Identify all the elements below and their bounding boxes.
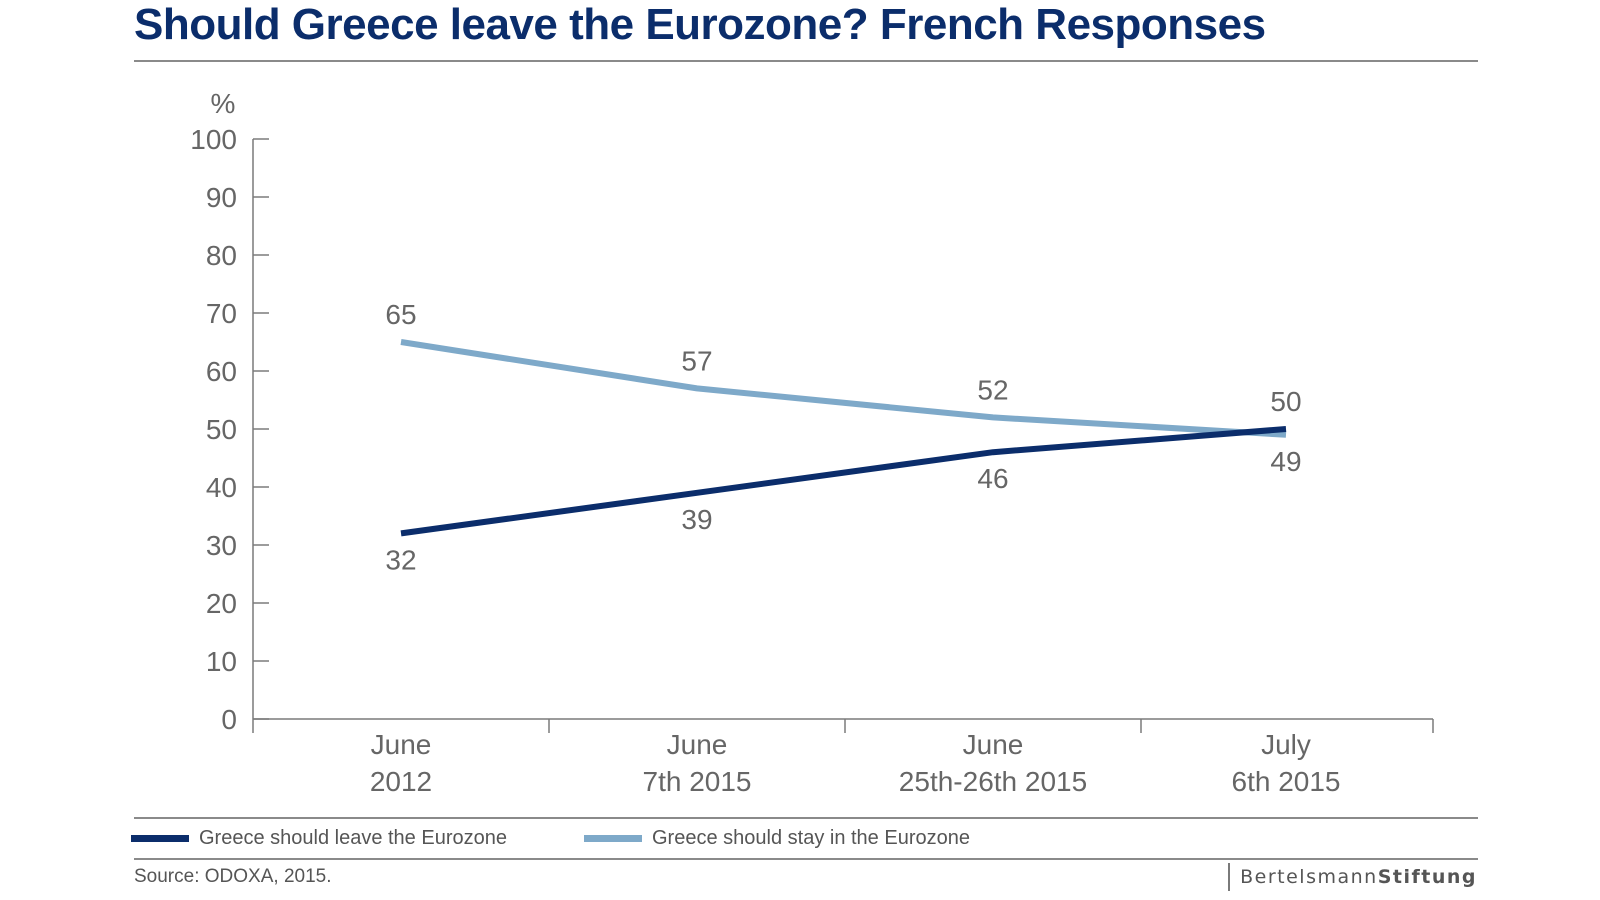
y-tick-label-100: 100 bbox=[190, 124, 237, 155]
brand-part1: Bertelsmann bbox=[1240, 866, 1378, 888]
x-tick-label-3-line1: July bbox=[1261, 729, 1311, 760]
series-line-stay bbox=[400, 339, 1287, 438]
x-tick-label-0-line2: 2012 bbox=[370, 766, 432, 797]
y-tick-label-80: 80 bbox=[206, 240, 237, 271]
x-tick-label-3-line2: 6th 2015 bbox=[1232, 766, 1341, 797]
y-tick-label-70: 70 bbox=[206, 298, 237, 329]
legend-divider-top bbox=[134, 817, 1478, 819]
data-label-stay-1: 57 bbox=[681, 345, 712, 376]
y-tick-label-60: 60 bbox=[206, 356, 237, 387]
line-chart: 0 10 20 30 40 50 60 70 80 90 100% June 2012 June 7th 2… bbox=[190, 88, 1434, 797]
data-label-stay-0: 65 bbox=[385, 299, 416, 330]
source-note: Source: ODOXA, 2015. bbox=[134, 866, 332, 887]
y-axis-unit-label: % bbox=[211, 88, 236, 119]
legend-divider-bottom bbox=[134, 858, 1478, 860]
x-tick-label-1-line2: 7th 2015 bbox=[643, 766, 752, 797]
data-label-leave-0: 32 bbox=[385, 544, 416, 575]
y-tick-label-20: 20 bbox=[206, 588, 237, 619]
x-tick-label-2-line2: 25th-26th 2015 bbox=[899, 766, 1087, 797]
x-tick-label-2-line1: June bbox=[963, 729, 1024, 760]
y-tick-label-90: 90 bbox=[206, 182, 237, 213]
data-label-leave-1: 39 bbox=[681, 504, 712, 535]
data-label-stay-2: 52 bbox=[977, 374, 1008, 405]
legend-label-stay: Greece should stay in the Eurozone bbox=[652, 826, 970, 849]
y-tick-label-50: 50 bbox=[206, 414, 237, 445]
data-label-stay-3: 49 bbox=[1270, 446, 1301, 477]
y-tick-label-10: 10 bbox=[206, 646, 237, 677]
data-label-leave-2: 46 bbox=[977, 463, 1008, 494]
x-tick-label-1-line1: June bbox=[667, 729, 728, 760]
legend-item-stay: Greece should stay in the Eurozone bbox=[584, 826, 970, 850]
x-tick-label-0-line1: June bbox=[371, 729, 432, 760]
legend-swatch-leave bbox=[131, 834, 189, 842]
y-tick-label-30: 30 bbox=[206, 530, 237, 561]
title-divider bbox=[134, 60, 1478, 62]
legend-swatch-stay bbox=[584, 834, 642, 842]
brand-part2: Stiftung bbox=[1377, 866, 1477, 888]
brand-logo: BertelsmannStiftung bbox=[1228, 863, 1477, 891]
series-line-leave bbox=[400, 426, 1287, 537]
data-label-leave-3: 50 bbox=[1270, 386, 1301, 417]
chart-title: Should Greece leave the Eurozone? French… bbox=[134, 0, 1266, 49]
y-tick-label-0: 0 bbox=[221, 704, 237, 735]
legend-item-leave: Greece should leave the Eurozone bbox=[131, 826, 507, 850]
legend-label-leave: Greece should leave the Eurozone bbox=[199, 826, 507, 849]
y-tick-label-40: 40 bbox=[206, 472, 237, 503]
